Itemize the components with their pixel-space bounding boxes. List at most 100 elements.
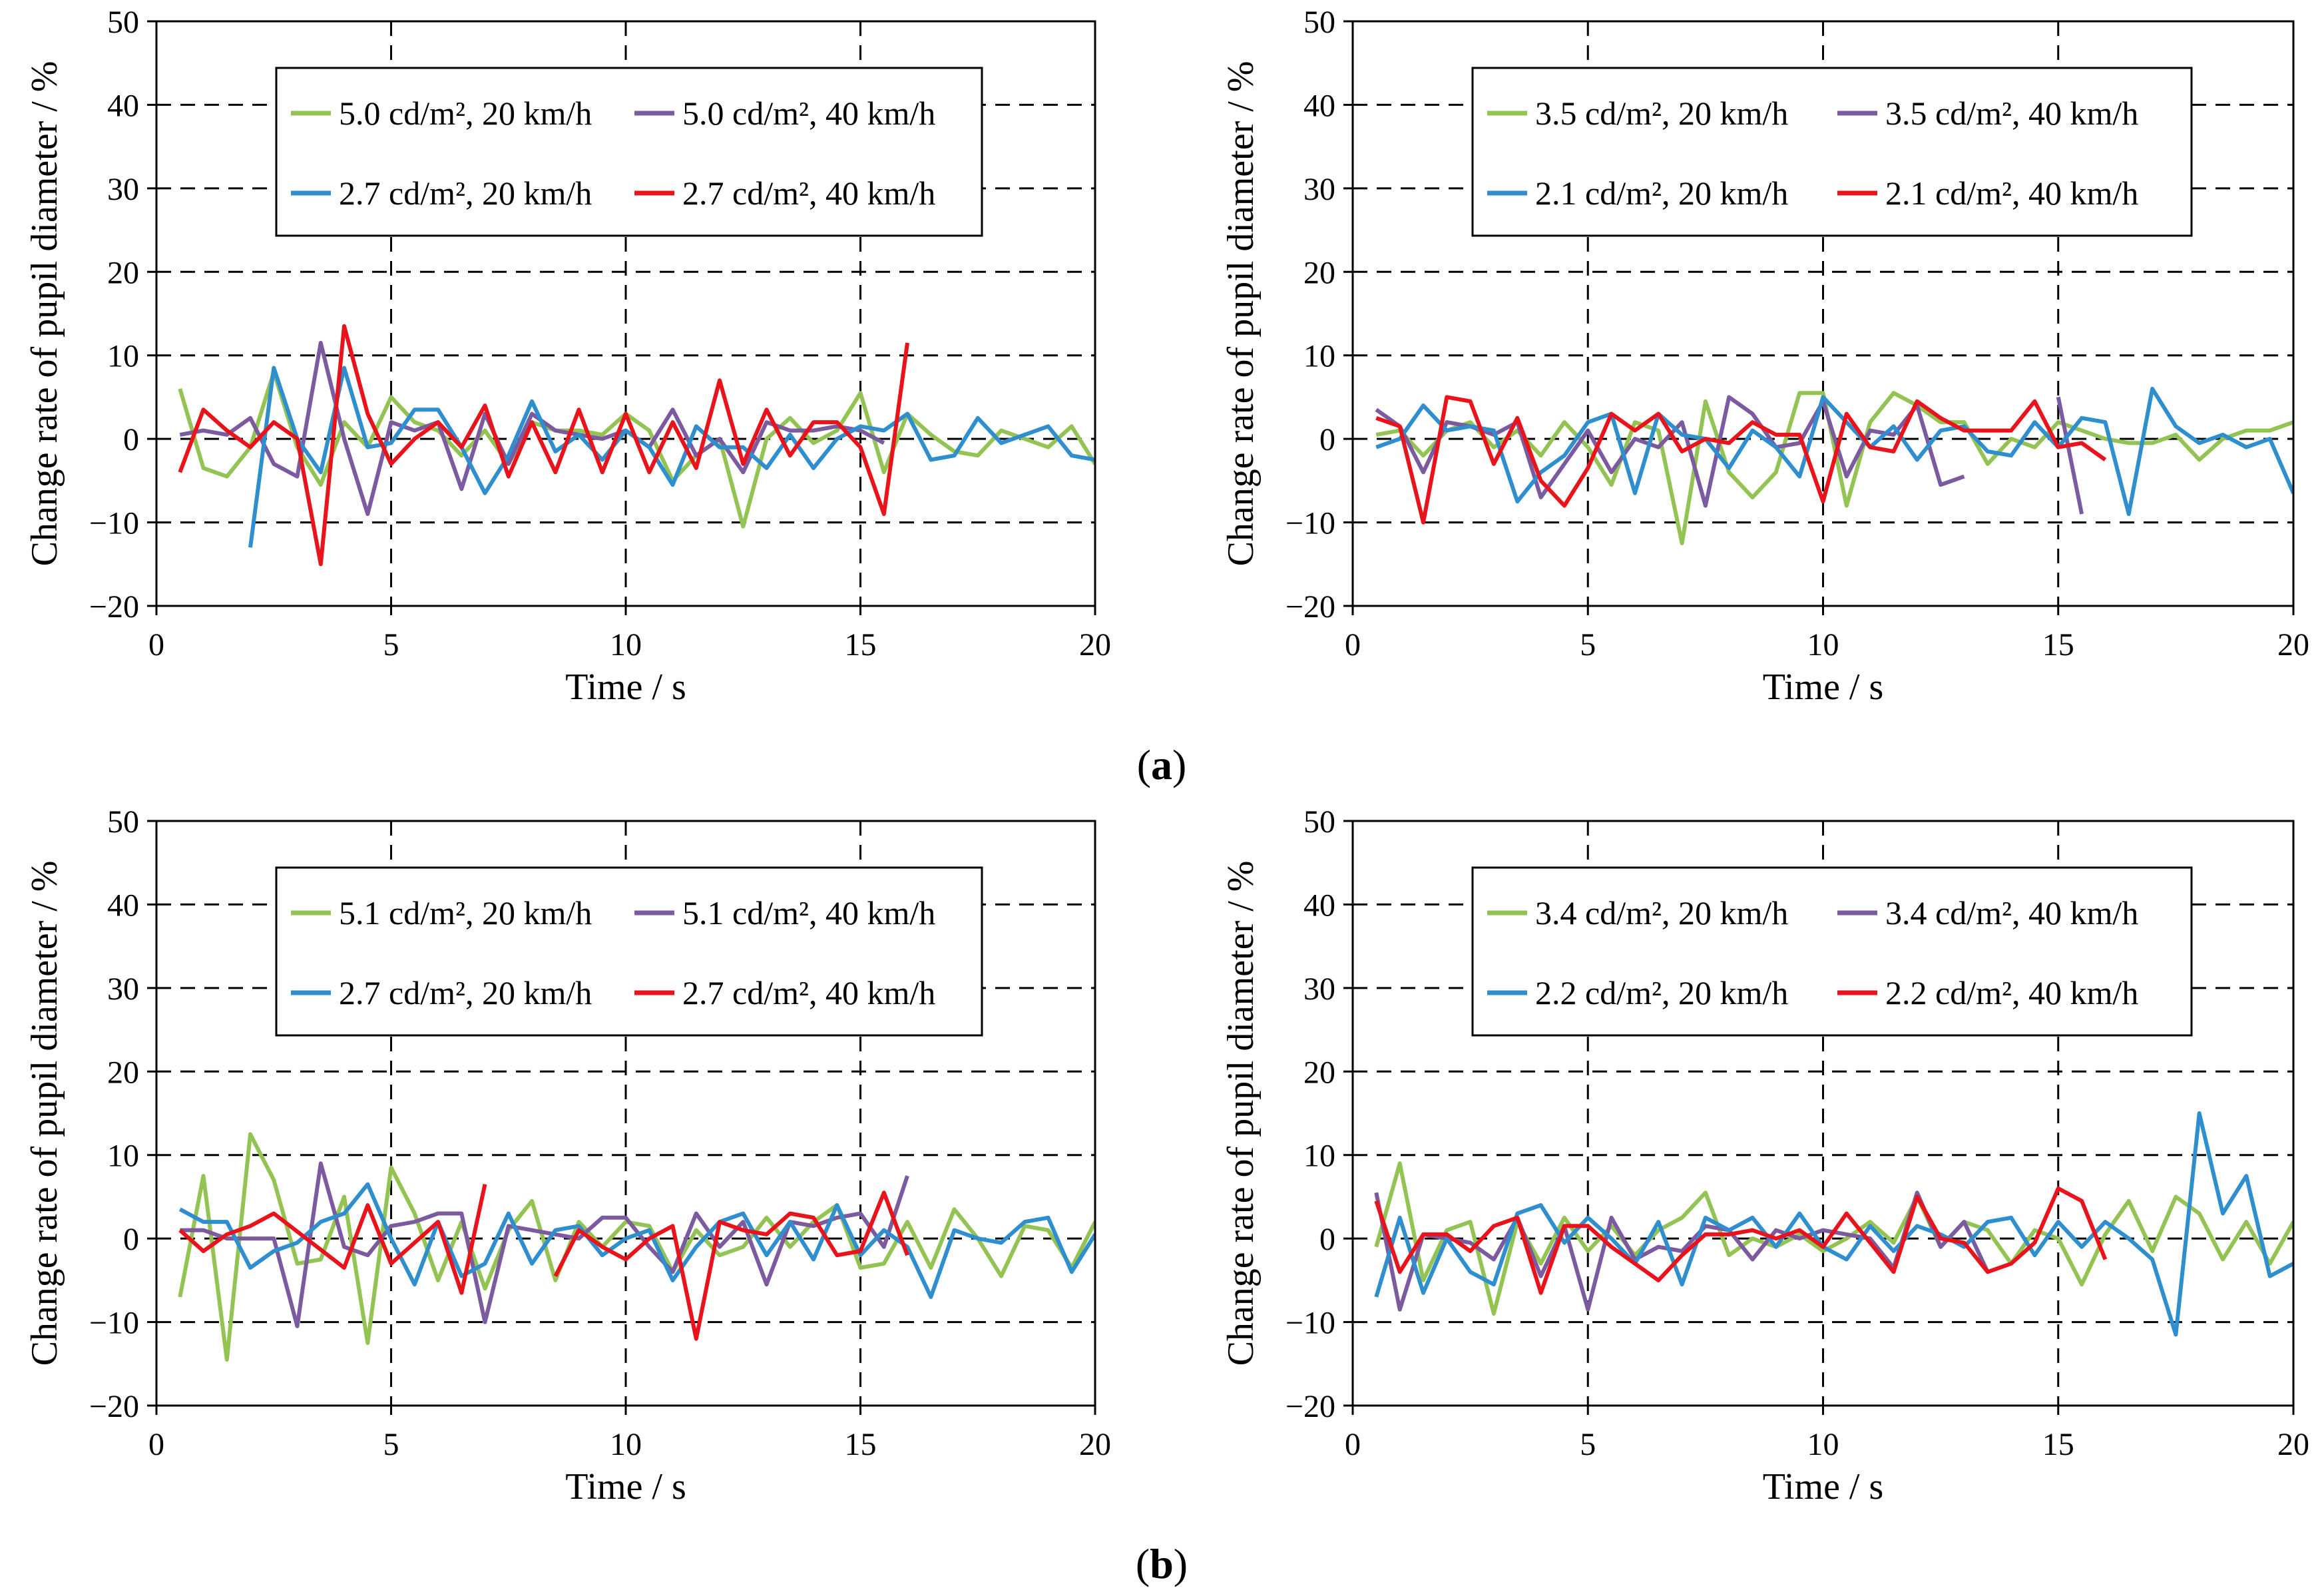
y-tick-label: 30 <box>107 971 139 1007</box>
x-tick-label: 5 <box>1580 627 1596 663</box>
y-tick-label: −20 <box>89 1389 139 1424</box>
chart-2: 0 5 10 15 20 −20 −10 0 10 20 30 40 50 Time / s Change … <box>1220 5 2309 708</box>
x-axis-label: Time / s <box>565 666 686 708</box>
x-tick-label: 10 <box>610 627 642 663</box>
legend-entry-4: 2.7 cd/m², 40 km/h <box>682 974 935 1011</box>
y-tick-label: 20 <box>1303 255 1335 290</box>
y-axis-label: Change rate of pupil diameter / % <box>1220 61 1262 567</box>
y-tick-label: −20 <box>89 589 139 625</box>
y-tick-label: 0 <box>123 422 139 457</box>
legend-entry-1: 5.1 cd/m², 20 km/h <box>339 894 592 931</box>
x-tick-label: 0 <box>1345 1427 1361 1462</box>
chart-3: 0 5 10 15 20 −20 −10 0 10 20 30 40 50 Time / s Change … <box>24 804 1111 1507</box>
x-tick-label: 15 <box>845 627 877 663</box>
y-axis-label: Change rate of pupil diameter / % <box>1220 861 1262 1366</box>
y-tick-label: −10 <box>89 506 139 541</box>
x-tick-label: 5 <box>1580 1427 1596 1462</box>
legend-entry-2: 3.4 cd/m², 40 km/h <box>1885 894 2138 931</box>
y-axis-label: Change rate of pupil diameter / % <box>24 861 65 1366</box>
x-axis-label: Time / s <box>1763 1466 1884 1507</box>
legend-entry-2: 3.5 cd/m², 40 km/h <box>1885 95 2138 132</box>
y-tick-label: 30 <box>1303 172 1335 207</box>
legend-entry-2: 5.0 cd/m², 40 km/h <box>682 95 935 132</box>
y-tick-label: 10 <box>1303 1139 1335 1174</box>
y-tick-label: 0 <box>1319 422 1335 457</box>
y-tick-label: 40 <box>1303 88 1335 123</box>
legend-entry-1: 3.4 cd/m², 20 km/h <box>1535 894 1788 931</box>
panel-label-b: (b) <box>1136 1540 1188 1587</box>
y-tick-label: 40 <box>1303 888 1335 923</box>
x-tick-label: 5 <box>383 1427 399 1462</box>
y-tick-label: 0 <box>1319 1222 1335 1257</box>
series-line-3 <box>1374 1111 2293 1337</box>
y-tick-label: −20 <box>1285 589 1335 625</box>
legend-entry-2: 5.1 cd/m², 40 km/h <box>682 894 935 931</box>
legend-box <box>1471 866 2193 1037</box>
series-line-2 <box>1375 395 2084 515</box>
legend-entry-3: 2.1 cd/m², 20 km/h <box>1535 174 1788 212</box>
legend-entry-4: 2.2 cd/m², 40 km/h <box>1885 974 2138 1011</box>
y-tick-label: 10 <box>107 1139 139 1174</box>
y-tick-label: −10 <box>89 1306 139 1341</box>
legend-box <box>1471 67 2193 237</box>
x-axis-label: Time / s <box>565 1466 686 1507</box>
y-tick-label: 50 <box>1303 804 1335 840</box>
series-line-3 <box>1375 386 2293 516</box>
y-tick-label: −20 <box>1285 1389 1335 1424</box>
y-tick-label: 0 <box>123 1222 139 1257</box>
legend-entry-4: 2.7 cd/m², 40 km/h <box>682 174 935 212</box>
y-tick-label: 10 <box>1303 339 1335 374</box>
series-line-4 <box>1375 395 2107 525</box>
x-tick-label: 20 <box>2277 1427 2309 1462</box>
x-tick-label: 15 <box>2042 1427 2074 1462</box>
chart-1: 0 5 10 15 20 −20 −10 0 10 20 30 40 50 Time / s Change … <box>24 5 1111 708</box>
legend-entry-3: 2.2 cd/m², 20 km/h <box>1535 974 1788 1011</box>
y-tick-label: 50 <box>1303 5 1335 40</box>
series-line-4 <box>178 324 909 567</box>
series-line-1 <box>1375 391 2293 545</box>
x-tick-label: 15 <box>2042 627 2074 663</box>
y-tick-label: 40 <box>107 888 139 923</box>
legend-entry-1: 5.0 cd/m², 20 km/h <box>339 95 592 132</box>
y-tick-label: 30 <box>1303 971 1335 1007</box>
x-tick-label: 20 <box>2277 627 2309 663</box>
legend-entry-3: 2.7 cd/m², 20 km/h <box>339 974 592 1011</box>
y-axis-label: Change rate of pupil diameter / % <box>24 61 65 567</box>
series-line-1 <box>178 1132 1095 1362</box>
series-line-4 <box>178 1183 909 1341</box>
y-tick-label: 20 <box>107 255 139 290</box>
legend-box <box>275 866 983 1037</box>
x-tick-label: 0 <box>1345 627 1361 663</box>
x-tick-label: 0 <box>148 627 164 663</box>
y-tick-label: 40 <box>107 88 139 123</box>
series-line-3 <box>178 1182 1095 1299</box>
x-tick-label: 10 <box>1807 627 1839 663</box>
x-tick-label: 10 <box>610 1427 642 1462</box>
y-tick-label: 50 <box>107 5 139 40</box>
legend-entry-3: 2.7 cd/m², 20 km/h <box>339 174 592 212</box>
x-axis-label: Time / s <box>1763 666 1884 708</box>
series-line-2 <box>1374 1191 1990 1312</box>
x-tick-label: 5 <box>383 627 399 663</box>
x-tick-label: 20 <box>1079 1427 1111 1462</box>
x-tick-label: 20 <box>1079 627 1111 663</box>
legend-box <box>275 67 983 237</box>
chart-4: 0 5 10 15 20 −20 −10 0 10 20 30 40 50 Time / s Change … <box>1220 804 2309 1507</box>
series-line-4 <box>1374 1186 2108 1295</box>
x-tick-label: 0 <box>148 1427 164 1462</box>
series-line-3 <box>248 366 1095 548</box>
y-tick-label: 20 <box>107 1055 139 1090</box>
x-tick-label: 15 <box>845 1427 877 1462</box>
legend-entry-1: 3.5 cd/m², 20 km/h <box>1535 95 1788 132</box>
series-line-2 <box>179 340 885 516</box>
y-tick-label: 50 <box>107 804 139 840</box>
y-tick-label: 30 <box>107 172 139 207</box>
legend-entry-4: 2.1 cd/m², 40 km/h <box>1885 174 2138 212</box>
y-tick-label: −10 <box>1285 1306 1335 1341</box>
y-tick-label: 20 <box>1303 1055 1335 1090</box>
series-line-2 <box>180 1161 909 1328</box>
x-tick-label: 10 <box>1807 1427 1839 1462</box>
y-tick-label: 10 <box>107 339 139 374</box>
panel-label-a: (a) <box>1137 741 1187 788</box>
